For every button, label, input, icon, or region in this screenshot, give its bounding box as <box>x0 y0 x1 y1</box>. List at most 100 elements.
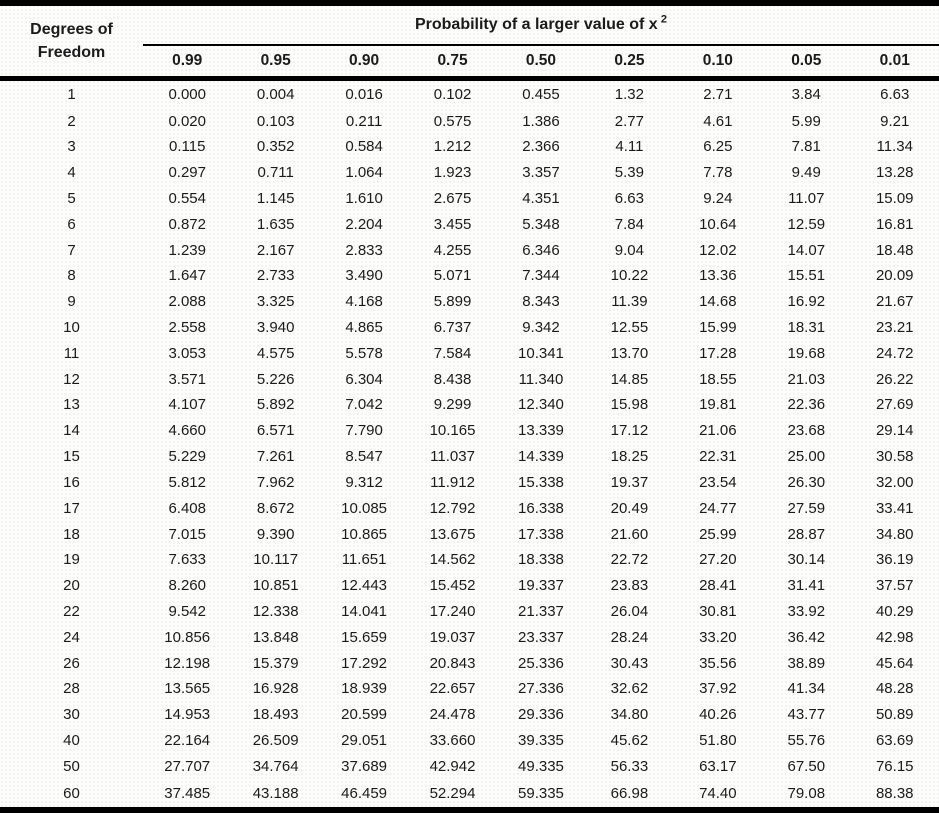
probability-column-header: 0.50 <box>496 45 586 81</box>
value-cell: 1.145 <box>256 189 295 207</box>
table-row: 13 4.107 5.892 7.042 9.299 12.340 15.98 19.81 22… <box>0 392 939 418</box>
value-cell: 45.62 <box>610 732 649 750</box>
value-cell: 5.812 <box>168 473 206 491</box>
value-cell: 21.337 <box>518 602 564 620</box>
value-cell: 13.70 <box>610 344 649 362</box>
value-cell: 42.98 <box>875 628 914 646</box>
value-cell: 22.657 <box>429 680 476 698</box>
value-cell: 50.89 <box>875 706 914 724</box>
value-cell: 4.61 <box>703 112 733 130</box>
table-header: Degrees of Freedom Probability of a larg… <box>0 3 939 81</box>
value-cell: 10.085 <box>341 499 388 517</box>
value-cell: 12.198 <box>164 654 211 672</box>
value-cell: 33.660 <box>429 732 476 750</box>
value-cell: 6.408 <box>168 499 206 517</box>
value-cell: 7.261 <box>256 448 295 466</box>
value-cell: 28.87 <box>787 525 826 543</box>
value-cell: 22.164 <box>164 732 211 750</box>
value-cell: 36.19 <box>875 551 914 569</box>
value-cell: 31.41 <box>787 577 826 595</box>
table-row: 22 9.542 12.338 14.041 17.240 21.337 26.04 30.8… <box>0 599 939 625</box>
value-cell: 11.07 <box>788 189 825 207</box>
degrees-of-freedom-cell: 22 <box>63 602 80 620</box>
degrees-of-freedom-cell: 5 <box>67 189 76 207</box>
value-cell: 52.294 <box>429 784 476 802</box>
value-cell: 5.899 <box>433 293 472 311</box>
value-cell: 45.64 <box>875 654 914 672</box>
value-cell: 26.22 <box>875 370 914 388</box>
value-cell: 20.599 <box>341 706 388 724</box>
value-cell: 0.711 <box>257 164 294 182</box>
value-cell: 2.833 <box>345 241 383 259</box>
value-cell: 0.000 <box>168 86 206 104</box>
value-cell: 6.25 <box>703 138 733 156</box>
value-cell: 27.707 <box>164 757 211 775</box>
value-cell: 1.386 <box>522 112 560 130</box>
table-row: 60 37.485 43.188 46.459 52.294 59.335 66.98 74.… <box>0 779 939 810</box>
value-cell: 26.04 <box>610 602 649 620</box>
value-cell: 7.042 <box>345 396 383 414</box>
value-cell: 79.08 <box>787 784 826 802</box>
table-row: 40 22.164 26.509 29.051 33.660 39.335 45.62 51.… <box>0 728 939 754</box>
value-cell: 34.764 <box>252 757 299 775</box>
degrees-of-freedom-cell: 17 <box>63 499 80 517</box>
value-cell: 10.165 <box>429 422 476 440</box>
value-cell: 8.260 <box>168 577 206 595</box>
value-cell: 36.42 <box>787 628 826 646</box>
value-cell: 19.68 <box>787 344 826 362</box>
value-cell: 2.71 <box>703 86 733 104</box>
degrees-of-freedom-cell: 50 <box>63 757 80 775</box>
value-cell: 7.015 <box>168 525 206 543</box>
value-cell: 16.338 <box>518 499 564 517</box>
value-cell: 9.21 <box>880 112 910 130</box>
value-cell: 15.99 <box>699 319 737 337</box>
value-cell: 22.31 <box>699 448 737 466</box>
value-cell: 8.547 <box>345 448 383 466</box>
value-cell: 10.341 <box>518 344 564 362</box>
value-cell: 63.69 <box>875 732 914 750</box>
value-cell: 56.33 <box>610 757 649 775</box>
value-cell: 8.438 <box>433 370 472 388</box>
value-cell: 9.342 <box>522 319 560 337</box>
value-cell: 6.63 <box>880 86 910 104</box>
degrees-of-freedom-cell: 10 <box>63 319 80 337</box>
value-cell: 27.69 <box>875 396 914 414</box>
degrees-of-freedom-line1: Degrees of <box>30 20 113 38</box>
degrees-of-freedom-cell: 7 <box>67 241 76 259</box>
value-cell: 18.48 <box>875 241 914 259</box>
value-cell: 19.37 <box>610 473 649 491</box>
value-cell: 6.304 <box>345 370 383 388</box>
value-cell: 14.953 <box>164 706 211 724</box>
value-cell: 38.89 <box>787 654 826 672</box>
value-cell: 3.940 <box>256 319 295 337</box>
value-cell: 9.04 <box>614 241 644 259</box>
value-cell: 17.292 <box>341 654 388 672</box>
value-cell: 11.39 <box>611 293 648 311</box>
table-row: 9 2.088 3.325 4.168 5.899 8.343 11.39 14.68 16.9… <box>0 289 939 315</box>
value-cell: 4.255 <box>433 241 472 259</box>
value-cell: 5.39 <box>614 164 644 182</box>
value-cell: 14.562 <box>429 551 476 569</box>
value-cell: 28.24 <box>610 628 649 646</box>
value-cell: 25.00 <box>787 448 826 466</box>
header-row-top: Degrees of Freedom Probability of a larg… <box>0 3 939 81</box>
value-cell: 13.675 <box>429 525 476 543</box>
value-cell: 33.20 <box>699 628 737 646</box>
value-cell: 0.020 <box>168 112 206 130</box>
value-cell: 7.790 <box>345 422 383 440</box>
probability-title-text: Probability of a larger value of x <box>414 16 658 33</box>
value-cell: 3.490 <box>345 267 383 285</box>
value-cell: 2.77 <box>614 112 644 130</box>
probability-title-superscript: 2 <box>660 13 668 26</box>
degrees-of-freedom-cell: 24 <box>63 628 80 646</box>
value-cell: 63.17 <box>699 757 737 775</box>
value-cell: 4.865 <box>345 319 383 337</box>
value-cell: 21.60 <box>610 525 649 543</box>
value-cell: 88.38 <box>875 784 914 802</box>
value-cell: 40.29 <box>875 602 914 620</box>
value-cell: 15.51 <box>787 267 826 285</box>
value-cell: 10.64 <box>699 215 737 233</box>
value-cell: 18.31 <box>787 319 826 337</box>
probability-column-header: 0.25 <box>585 45 674 81</box>
